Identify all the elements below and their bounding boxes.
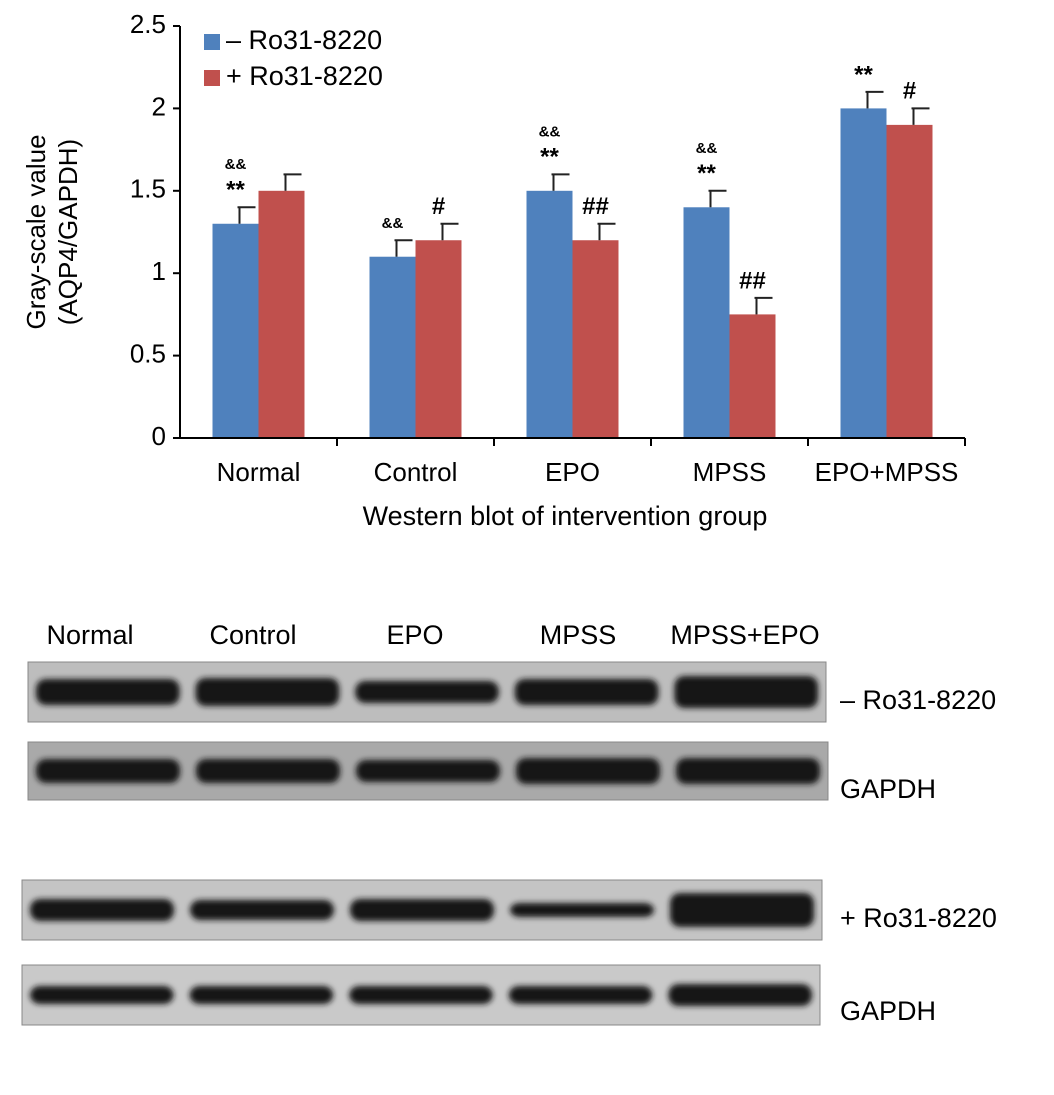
y-axis-title: Gray-scale value (AQP4/GAPDH) — [21, 134, 83, 329]
bar — [572, 240, 619, 438]
x-tick-label: Normal — [217, 457, 301, 487]
error-bar — [597, 222, 616, 241]
bar — [840, 108, 887, 439]
x-tick-label: EPO — [545, 457, 600, 487]
blot-band — [356, 760, 500, 782]
blot-band — [516, 758, 660, 784]
legend-swatch — [204, 34, 220, 50]
lane-label: MPSS — [540, 620, 617, 650]
blot-band — [508, 986, 653, 1004]
blot-band — [195, 678, 340, 706]
legend-label: + Ro31-8220 — [226, 61, 383, 91]
significance-label: && — [696, 140, 718, 157]
bar — [729, 314, 776, 438]
blot-band — [355, 681, 499, 703]
significance-label: && — [539, 123, 561, 140]
lane-label: Normal — [46, 620, 133, 650]
blot-band — [510, 903, 654, 917]
error-bar — [754, 296, 773, 315]
significance-label: # — [903, 78, 916, 105]
significance-label: ** — [540, 144, 559, 171]
bar — [683, 207, 730, 438]
row-label: GAPDH — [840, 774, 936, 804]
y-tick-label: 1.5 — [130, 174, 166, 204]
bar — [212, 223, 259, 438]
y-tick-label: 2.5 — [130, 9, 166, 39]
significance-label: ## — [582, 193, 609, 220]
row-label: GAPDH — [840, 996, 936, 1026]
y-label-line: (AQP4/GAPDH) — [53, 139, 83, 325]
blot-band — [350, 899, 494, 921]
blot-band — [668, 984, 812, 1006]
significance-label: && — [225, 156, 247, 173]
bar — [415, 240, 462, 438]
x-axis-title: Western blot of intervention group — [363, 501, 768, 531]
blot-band — [30, 986, 174, 1004]
y-tick-label: 0.5 — [130, 338, 166, 368]
y-label-line: Gray-scale value — [21, 134, 51, 329]
blot-band — [676, 758, 820, 784]
error-bar — [865, 90, 884, 109]
blot-band — [196, 759, 340, 783]
error-bar — [237, 206, 256, 224]
blot-band — [36, 759, 180, 783]
bar — [369, 256, 416, 438]
blot-band — [349, 986, 493, 1004]
blot-band — [30, 899, 174, 921]
significance-label: && — [382, 215, 404, 232]
y-tick-label: 0 — [152, 421, 166, 451]
bar — [886, 124, 933, 438]
error-bar — [283, 173, 302, 191]
blot-band — [36, 679, 180, 705]
error-bar — [911, 107, 930, 125]
blot-band — [514, 679, 659, 705]
y-tick-label: 1 — [152, 256, 166, 286]
lane-label: Control — [209, 620, 296, 650]
blot-band — [670, 893, 814, 927]
error-bar — [708, 189, 727, 208]
significance-label: ** — [854, 61, 873, 88]
significance-label: # — [432, 193, 445, 220]
bar — [258, 190, 305, 438]
legend-label: – Ro31-8220 — [226, 25, 382, 55]
blot-band — [674, 676, 818, 708]
bar — [526, 190, 573, 438]
significance-label: ** — [697, 160, 716, 187]
x-tick-label: Control — [374, 457, 458, 487]
y-tick-label: 2 — [152, 91, 166, 121]
x-tick-label: MPSS — [693, 457, 767, 487]
lane-label: EPO — [386, 620, 443, 650]
lane-label: MPSS+EPO — [670, 620, 819, 650]
error-bar — [440, 222, 459, 241]
legend-swatch — [204, 70, 220, 86]
row-label: + Ro31-8220 — [840, 903, 997, 933]
significance-label: ** — [226, 177, 245, 204]
blot-band — [190, 900, 334, 920]
error-bar — [394, 239, 413, 257]
error-bar — [551, 173, 570, 191]
x-tick-label: EPO+MPSS — [815, 457, 959, 487]
significance-label: ## — [739, 267, 766, 294]
blot-band — [189, 986, 334, 1004]
row-label: – Ro31-8220 — [840, 685, 996, 715]
